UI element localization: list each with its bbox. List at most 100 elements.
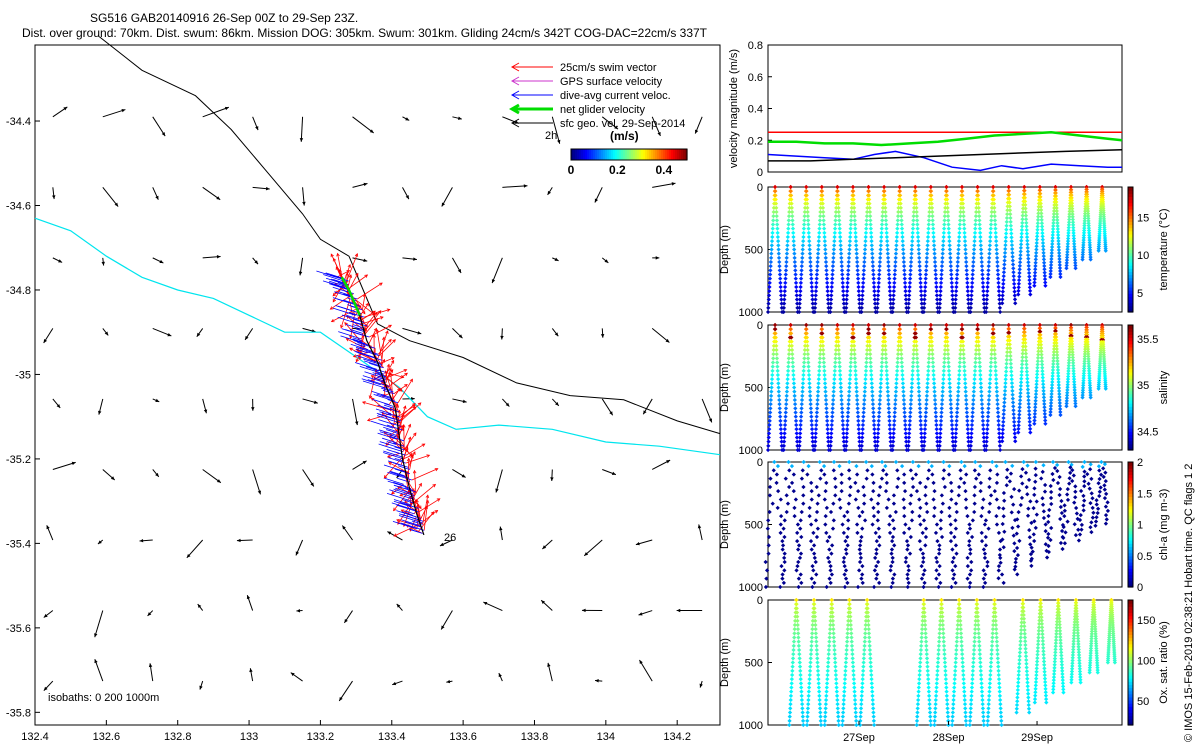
data-point — [778, 276, 783, 281]
data-point — [777, 264, 782, 269]
data-point — [802, 222, 807, 227]
legend-arrow-head — [510, 76, 520, 86]
geo-vector-head — [302, 201, 306, 206]
data-point — [778, 284, 783, 290]
swim-vector-head — [346, 270, 351, 274]
geo-vector-head — [147, 612, 152, 616]
swim-vector-head — [396, 518, 400, 523]
swim-vector-head — [391, 415, 396, 419]
data-point — [839, 259, 844, 265]
colorbar-swatch — [615, 149, 618, 160]
swim-vector-head — [354, 253, 359, 257]
geo-vector-head — [666, 460, 671, 464]
swim-vector-head — [415, 498, 419, 503]
geo-vector-head — [344, 618, 348, 623]
section-y-tick-label: 1000 — [739, 720, 763, 732]
geo-vector-head — [441, 625, 445, 630]
swim-vector — [400, 402, 422, 422]
data-point — [787, 205, 792, 210]
data-point — [773, 201, 779, 206]
geo-vector-head — [461, 474, 466, 478]
dac-vector — [331, 283, 349, 290]
swim-vector-head — [345, 272, 349, 276]
colorbar-swatch — [685, 149, 688, 160]
dac-vector — [389, 422, 402, 427]
dac-vector — [332, 307, 356, 316]
data-point — [817, 226, 822, 231]
swim-vector-head — [434, 509, 439, 514]
data-point — [812, 305, 818, 310]
colorbar-tick-label: 34.5 — [1137, 426, 1158, 438]
data-point — [792, 255, 797, 260]
colorbar-swatch — [663, 149, 666, 160]
colorbar-swatch — [677, 149, 680, 160]
geo-vector-head — [298, 271, 303, 276]
data-point — [804, 189, 809, 194]
dac-vector — [359, 365, 384, 375]
data-point — [819, 189, 825, 194]
geo-vector — [440, 610, 453, 630]
data-point — [804, 193, 809, 198]
data-point — [816, 247, 821, 252]
data-point — [795, 301, 800, 306]
dac-vector — [394, 468, 410, 475]
geo-vector-head — [236, 538, 241, 543]
data-point — [798, 293, 803, 298]
data-point — [821, 214, 826, 219]
swim-vector-head — [391, 357, 395, 361]
swim-vector-head — [332, 298, 337, 303]
dac-vector — [325, 277, 344, 285]
data-point — [776, 251, 781, 256]
dac-vector — [387, 412, 401, 418]
geo-vector-head — [638, 612, 643, 616]
map-panel: 132.4 132.6 132.8 133 133.2 133.4 133.6 133.8 13… — [6, 36, 721, 743]
dac-vector — [377, 432, 397, 440]
geo-vector — [701, 398, 713, 423]
swim-vector-head — [355, 272, 359, 277]
swim-vector-head — [344, 322, 348, 326]
colorbar-swatch — [659, 149, 662, 160]
data-point — [836, 214, 842, 219]
data-point — [837, 222, 842, 227]
geo-vector-head — [671, 182, 676, 186]
colorbar-tick-label: 2 — [1137, 457, 1143, 469]
data-point — [768, 264, 773, 269]
data-point — [815, 268, 820, 273]
swim-vector — [385, 369, 407, 379]
geo-vector-head — [604, 259, 609, 263]
data-point — [820, 205, 826, 210]
colorbar-swatch — [587, 149, 590, 160]
velocity-y-tick-label: 0.2 — [748, 135, 763, 147]
geo-vector-head — [58, 259, 63, 263]
data-point — [778, 280, 783, 285]
geo-vector-head — [339, 696, 343, 701]
swim-vector — [405, 454, 430, 464]
data-point — [770, 222, 776, 227]
x-tick-label: 132.6 — [93, 731, 121, 743]
track-label: 26 — [444, 532, 456, 544]
section-y-tick-label: 500 — [745, 383, 763, 395]
dac-vector — [345, 323, 364, 331]
data-point — [791, 234, 796, 240]
swim-vector-head — [386, 308, 391, 312]
data-point — [823, 247, 828, 252]
dac-vector — [384, 403, 394, 407]
data-point — [789, 197, 794, 202]
geo-vector-head — [245, 335, 249, 340]
data-point — [775, 234, 781, 240]
data-point — [820, 193, 825, 198]
geo-vector-head — [695, 129, 699, 134]
y-tick-label: -34.6 — [6, 200, 31, 212]
colorbar-swatch — [671, 149, 674, 160]
data-point — [774, 209, 779, 215]
data-point — [823, 259, 829, 265]
dac-vector — [357, 342, 376, 349]
data-point — [794, 297, 800, 302]
dac-vector — [379, 431, 398, 438]
geo-vector-head — [362, 460, 367, 465]
section-y-tick-label: 0 — [757, 182, 763, 194]
map-track — [340, 276, 425, 536]
data-point — [775, 222, 780, 227]
colorbar-swatch — [591, 149, 594, 160]
colorbar-tick-label: 5 — [1137, 288, 1143, 300]
